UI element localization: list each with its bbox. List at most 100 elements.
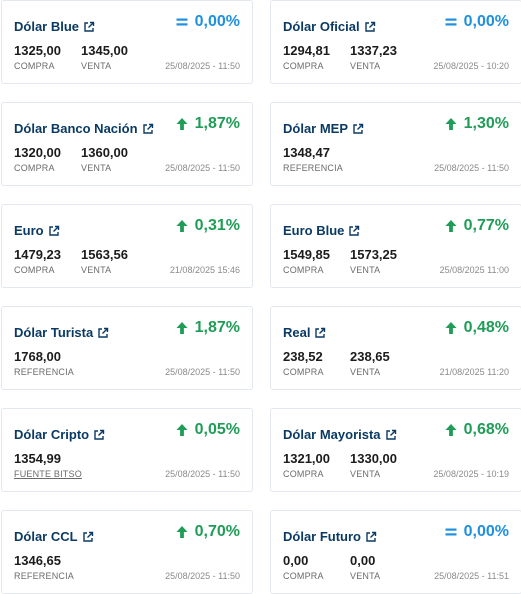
quote-title: Dólar Turista <box>14 325 94 340</box>
quote-value: 1320,00 <box>14 145 61 160</box>
quote-card: Dólar MEP 1,30% 1348,47 REFERENCIA 25/08/202… <box>270 102 521 186</box>
quote-label: REFERENCIA <box>14 367 75 377</box>
change-indicator: 0,77% <box>444 217 509 235</box>
change-percent: 0,48% <box>463 319 509 336</box>
arrow-up-icon <box>444 423 458 437</box>
change-indicator: 0,31% <box>175 217 240 235</box>
quote-title-link[interactable]: Euro <box>14 223 60 238</box>
quote-label: VENTA <box>81 265 112 275</box>
quote-title: Dólar Banco Nación <box>14 121 138 136</box>
arrow-up-icon <box>175 525 189 539</box>
quote-value: 1768,00 <box>14 349 61 364</box>
timestamp: 25/08/2025 - 11:50 <box>165 61 240 71</box>
quote-title: Real <box>283 325 311 340</box>
arrow-up-icon <box>444 219 458 233</box>
arrow-up-icon <box>444 321 458 335</box>
external-link-icon[interactable] <box>348 225 360 237</box>
quote-title-link[interactable]: Dólar Cripto <box>14 427 105 442</box>
external-link-icon[interactable] <box>385 429 397 441</box>
quote-card: Dólar Mayorista 0,68% 1321,00 1330,00 COMPRA… <box>270 408 521 492</box>
timestamp: 25/08/2025 - 11:50 <box>165 163 240 173</box>
quote-value: 0,00 <box>283 553 309 568</box>
quote-label: COMPRA <box>14 163 55 173</box>
quote-title: Dólar Futuro <box>283 529 361 544</box>
timestamp: 21/08/2025 15:46 <box>169 265 240 275</box>
quote-title: Dólar Oficial <box>283 19 360 34</box>
quote-title: Euro <box>14 223 44 238</box>
change-percent: 0,00% <box>463 523 509 540</box>
change-indicator: 0,70% <box>175 523 240 541</box>
external-link-icon[interactable] <box>364 21 376 33</box>
quote-title: Euro Blue <box>283 223 345 238</box>
quote-label: VENTA <box>350 61 381 71</box>
quote-card: Dólar Turista 1,87% 1768,00 REFERENCIA 25/08… <box>1 306 253 390</box>
change-indicator: 0,68% <box>444 421 509 439</box>
quote-value: 1337,23 <box>350 43 397 58</box>
quote-title-link[interactable]: Dólar Banco Nación <box>14 121 154 136</box>
arrow-up-icon <box>444 117 458 131</box>
quote-card: Dólar Banco Nación 1,87% 1320,00 1360,00 COM… <box>1 102 253 186</box>
quote-card: Dólar Futuro 0,00% 0,00 0,00 COMPRA VENTA 25/0… <box>270 510 521 594</box>
source-link[interactable]: FUENTE BITSO <box>14 469 82 479</box>
external-link-icon[interactable] <box>314 327 326 339</box>
quote-title-link[interactable]: Dólar Futuro <box>283 529 377 544</box>
change-percent: 0,77% <box>463 217 509 234</box>
quote-card: Dólar Cripto 0,05% 1354,99 FUENTE BITSO 25/0… <box>1 408 253 492</box>
arrow-up-icon <box>175 219 189 233</box>
timestamp: 25/08/2025 - 10:20 <box>433 61 509 71</box>
change-percent: 1,87% <box>194 115 240 132</box>
quote-title: Dólar Cripto <box>14 427 90 442</box>
quote-card: Euro Blue 0,77% 1549,85 1573,25 COMPRA VENTA 2… <box>270 204 521 288</box>
quote-card: Real 0,48% 238,52 238,65 COMPRA VENTA 21/08/20… <box>270 306 521 390</box>
quote-title-link[interactable]: Dólar Mayorista <box>283 427 397 442</box>
quote-title-link[interactable]: Dólar Turista <box>14 325 109 340</box>
quote-title: Dólar Blue <box>14 19 80 34</box>
quote-card: Dólar Oficial 0,00% 1294,81 1337,23 COMPRA VE… <box>270 0 521 84</box>
timestamp: 25/08/2025 - 11:50 <box>165 367 240 377</box>
quote-label: VENTA <box>350 571 381 581</box>
quote-value: 1325,00 <box>14 43 61 58</box>
change-indicator: 0,48% <box>444 319 509 337</box>
quote-title-link[interactable]: Dólar CCL <box>14 529 94 544</box>
external-link-icon[interactable] <box>82 531 94 543</box>
arrow-up-icon <box>175 321 189 335</box>
quote-value: 1346,65 <box>14 553 61 568</box>
external-link-icon[interactable] <box>97 327 109 339</box>
external-link-icon[interactable] <box>83 21 95 33</box>
timestamp: 25/08/2025 - 10:19 <box>433 469 509 479</box>
change-indicator: 1,87% <box>175 319 240 337</box>
quote-value: 1348,47 <box>283 145 330 160</box>
quote-title-link[interactable]: Euro Blue <box>283 223 360 238</box>
quote-title-link[interactable]: Dólar Oficial <box>283 19 376 34</box>
quote-title-link[interactable]: Real <box>283 325 326 340</box>
quote-label: COMPRA <box>283 571 324 581</box>
external-link-icon[interactable] <box>48 225 60 237</box>
timestamp: 25/08/2025 - 11:50 <box>434 163 509 173</box>
quote-label: VENTA <box>350 265 381 275</box>
change-indicator: 0,05% <box>175 421 240 439</box>
change-percent: 0,00% <box>463 13 509 30</box>
quote-label: COMPRA <box>14 265 55 275</box>
quote-label: COMPRA <box>283 61 324 71</box>
external-link-icon[interactable] <box>365 531 377 543</box>
quote-label: VENTA <box>350 367 381 377</box>
quote-title-link[interactable]: Dólar Blue <box>14 19 95 34</box>
external-link-icon[interactable] <box>352 123 364 135</box>
quote-value: 1354,99 <box>14 451 61 466</box>
quote-label: VENTA <box>81 61 112 71</box>
quote-label: COMPRA <box>283 265 324 275</box>
quote-label: COMPRA <box>283 469 324 479</box>
quote-value: 1321,00 <box>283 451 330 466</box>
quote-title: Dólar CCL <box>14 529 78 544</box>
quote-value: 1345,00 <box>81 43 128 58</box>
quote-label: COMPRA <box>14 61 55 71</box>
quote-label: VENTA <box>81 163 112 173</box>
external-link-icon[interactable] <box>142 123 154 135</box>
change-indicator: 1,30% <box>444 115 509 133</box>
quote-value: 1563,56 <box>81 247 128 262</box>
quote-title-link[interactable]: Dólar MEP <box>283 121 364 136</box>
quote-value: 1360,00 <box>81 145 128 160</box>
change-percent: 0,00% <box>194 13 240 30</box>
external-link-icon[interactable] <box>93 429 105 441</box>
equal-icon <box>444 15 458 29</box>
